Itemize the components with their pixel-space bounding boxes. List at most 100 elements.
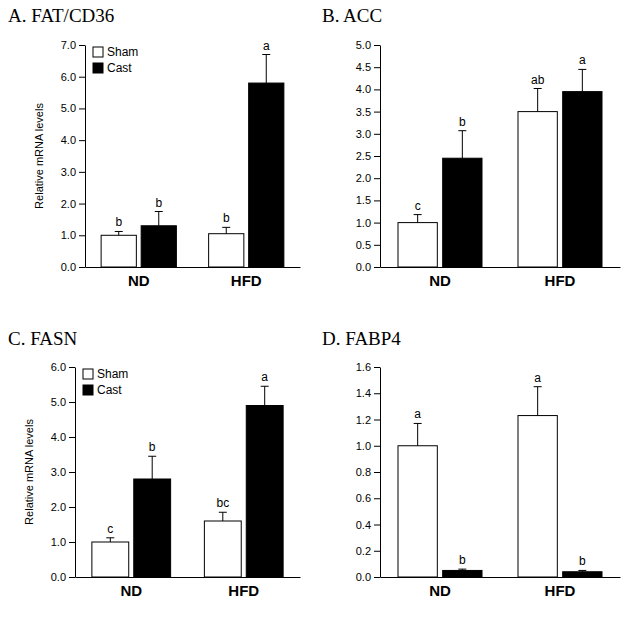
x-tick: ND bbox=[429, 272, 451, 289]
y-tick: 1.2 bbox=[356, 414, 380, 426]
error-bar bbox=[458, 131, 466, 159]
error-bar bbox=[534, 387, 542, 416]
y-tick: 6.0 bbox=[61, 71, 85, 83]
y-tick-label: 1.2 bbox=[356, 414, 371, 426]
y-tick: 7.0 bbox=[61, 39, 85, 51]
y-tick: 6.0 bbox=[51, 361, 75, 373]
y-tick: 4.0 bbox=[61, 134, 85, 146]
significance-letter: b bbox=[459, 553, 466, 567]
error-bar bbox=[115, 231, 123, 235]
y-tick: 1.0 bbox=[356, 217, 380, 229]
annotations: aabb bbox=[414, 371, 586, 569]
error-bar bbox=[578, 570, 586, 571]
x-axis-line bbox=[381, 577, 621, 578]
y-tick-label: 0.0 bbox=[51, 571, 66, 583]
y-tick: 0.0 bbox=[51, 571, 75, 583]
y-tick-label: 7.0 bbox=[61, 39, 76, 51]
significance-letter: c bbox=[107, 522, 113, 536]
y-tick-mark bbox=[374, 89, 380, 90]
y-axis-title: Relative mRNA levels bbox=[33, 103, 45, 209]
x-axis-line bbox=[76, 577, 301, 578]
error-bar-stem bbox=[266, 55, 267, 84]
y-tick-mark bbox=[374, 577, 380, 578]
y-tick-label: 0.0 bbox=[356, 571, 371, 583]
y-tick-mark bbox=[374, 446, 380, 447]
significance-letter: b bbox=[155, 196, 162, 210]
x-tick-label: HFD bbox=[231, 272, 262, 289]
error-bar bbox=[458, 569, 466, 570]
error-bar bbox=[578, 69, 586, 91]
y-tick: 1.0 bbox=[51, 536, 75, 548]
error-bar-stem bbox=[226, 227, 227, 233]
y-tick-label: 5.0 bbox=[356, 39, 371, 51]
y-tick-label: 3.0 bbox=[356, 128, 371, 140]
error-bar bbox=[261, 386, 269, 405]
panel: B. ACC0.00.51.01.52.02.53.03.54.04.55.0N… bbox=[322, 5, 621, 289]
y-tick: 1.0 bbox=[61, 229, 85, 241]
legend-label: Cast bbox=[107, 61, 132, 75]
y-tick-label: 1.0 bbox=[356, 217, 371, 229]
x-tick: ND bbox=[128, 272, 150, 289]
y-tick: 5.0 bbox=[356, 39, 380, 51]
error-bar-stem bbox=[158, 212, 159, 226]
bar bbox=[563, 572, 602, 577]
x-tick: HFD bbox=[545, 582, 576, 599]
y-tick-mark bbox=[374, 178, 380, 179]
error-bar-cap bbox=[222, 227, 230, 228]
y-tick-mark bbox=[69, 402, 75, 403]
significance-letter: a bbox=[261, 370, 268, 384]
y-tick-label: 2.0 bbox=[51, 501, 66, 513]
y-tick-label: 4.0 bbox=[61, 134, 76, 146]
x-axis: ND HFD bbox=[76, 578, 301, 599]
bar bbox=[398, 446, 437, 577]
y-tick-mark bbox=[374, 420, 380, 421]
bar bbox=[398, 223, 437, 267]
y-tick-mark bbox=[374, 472, 380, 473]
y-axis: 0.00.51.01.52.02.53.03.54.04.55.0 bbox=[356, 39, 381, 273]
y-tick-mark bbox=[374, 112, 380, 113]
error-bar-cap bbox=[262, 54, 270, 55]
y-tick-mark bbox=[69, 577, 75, 578]
error-bar-cap bbox=[106, 537, 114, 538]
error-bar-cap bbox=[414, 214, 422, 215]
error-bar-cap bbox=[458, 569, 466, 570]
bar bbox=[249, 83, 284, 267]
y-tick-mark bbox=[374, 156, 380, 157]
y-tick-mark bbox=[374, 551, 380, 552]
y-tick-mark bbox=[69, 437, 75, 438]
y-tick-label: 0.4 bbox=[356, 519, 371, 531]
y-tick-mark bbox=[69, 472, 75, 473]
legend-swatch bbox=[93, 63, 103, 73]
y-axis: 0.01.02.03.04.05.06.07.0 bbox=[61, 39, 86, 273]
legend: ShamCast bbox=[93, 45, 138, 75]
error-bar-cap bbox=[534, 386, 542, 387]
y-tick-label: 0.0 bbox=[61, 261, 76, 273]
y-tick-label: 3.0 bbox=[51, 466, 66, 478]
x-axis: ND HFD bbox=[86, 268, 301, 289]
y-tick: 0.5 bbox=[356, 239, 380, 251]
panel-title: A. FAT/CD36 bbox=[8, 5, 114, 26]
y-tick-label: 3.5 bbox=[356, 106, 371, 118]
y-tick-label: 4.0 bbox=[356, 83, 371, 95]
x-tick: HFD bbox=[228, 582, 259, 599]
error-bar bbox=[222, 227, 230, 233]
y-tick: 4.0 bbox=[356, 83, 380, 95]
legend-label: Cast bbox=[97, 383, 122, 397]
plot-area bbox=[398, 69, 602, 267]
y-tick-label: 4.5 bbox=[356, 61, 371, 73]
x-tick: HFD bbox=[231, 272, 262, 289]
error-bar bbox=[262, 55, 270, 84]
x-tick-label: ND bbox=[120, 582, 142, 599]
x-axis-line bbox=[381, 267, 621, 268]
y-tick: 1.0 bbox=[356, 440, 380, 452]
error-bar-cap bbox=[148, 456, 156, 457]
y-tick: 2.0 bbox=[61, 198, 85, 210]
y-tick: 3.0 bbox=[61, 166, 85, 178]
y-tick-mark bbox=[374, 223, 380, 224]
x-axis: NDHFD bbox=[381, 578, 621, 599]
y-axis-title: Relative mRNA levels bbox=[23, 419, 35, 525]
error-bar-cap bbox=[534, 88, 542, 89]
x-tick: ND bbox=[120, 582, 142, 599]
x-tick-label: ND bbox=[429, 272, 451, 289]
bar bbox=[204, 521, 241, 577]
